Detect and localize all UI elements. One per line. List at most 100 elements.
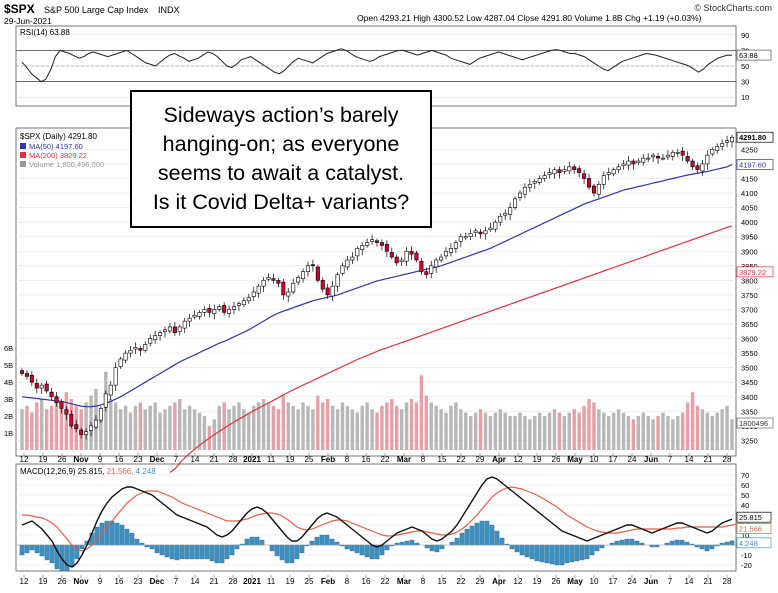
macd-hist-bar [489,524,495,546]
volume-bar [602,412,606,450]
macd-hist-bar [344,544,350,550]
volume-bar [424,395,429,450]
candle [517,189,522,201]
volume-bar [261,399,266,450]
exchange-label: INDX [158,5,180,15]
volume-tick-label: 6B [4,344,13,353]
candle [207,304,212,318]
volume-bar [587,399,591,450]
candle [340,262,345,276]
candle [616,163,621,173]
legend-entry: MA(200) 3829.22 [29,151,87,160]
macd-hist-bar [409,539,415,546]
volume-bar [123,405,128,450]
volume-bar [468,416,473,450]
volume-bar [656,416,660,450]
volume-bar [483,412,488,450]
candle [370,234,375,245]
price-tick-label: 3850 [741,262,758,271]
macd-hist-bar [634,540,640,546]
volume-bar [459,409,463,450]
x-tick-label: 12 [20,455,29,464]
volume-bar [720,409,724,450]
watermark: © StockCharts.com [694,3,772,13]
volume-bar [414,402,419,450]
candle [172,321,177,336]
volume-bar [533,416,537,450]
candle [458,233,463,248]
candle [79,427,84,439]
candle [690,158,695,171]
volume-bar [375,412,379,450]
volume-bar [192,409,197,450]
macd-hist-bar [329,538,335,546]
volume-bar [64,392,69,450]
volume-bar [488,416,493,450]
macd-hist-bar [249,536,255,546]
x-tick-label: 12 [20,577,29,586]
volume-bar [730,419,734,450]
candle [19,368,25,376]
macd-hist-bar [584,544,590,560]
macd-hist-bar [349,544,355,552]
volume-bar [434,405,438,450]
volume-bar [542,416,547,450]
volume-bar [252,405,256,450]
candle [394,254,399,267]
annotation-line-2: hanging-on; as everyone [162,132,400,156]
x-tick-label: 12 [514,455,523,464]
volume-bar [350,409,355,450]
candle [473,228,478,237]
price-tick-label: 3650 [741,320,758,329]
signal-last-badge: 21.566 [736,523,772,534]
macd-hist-bar [334,541,340,546]
volume-bar [247,412,251,450]
candle [680,147,685,162]
x-tick-label: 21 [210,577,219,586]
candle [596,181,601,199]
macd-tick-label: 50 [741,491,749,500]
candle [641,154,646,166]
x-tick-label: 19 [39,577,48,586]
x-tick-label: 26 [58,455,67,464]
candle [330,281,335,302]
candle [636,157,641,166]
volume-bar [44,409,49,450]
x-tick-label: Nov [73,577,89,586]
macd-hist-bar [109,520,115,546]
candle [118,356,123,369]
volume-bar [626,416,631,450]
x-tick-label: 17 [609,577,618,586]
candle [301,268,306,283]
macd-hist-bar [259,539,265,546]
macd-panel-frame [15,463,737,572]
macd-hist-bar [699,544,705,550]
x-tick-label: 21 [704,455,713,464]
x-tick-label: 19 [533,455,542,464]
volume-bar [715,412,719,450]
macd-hist-bar [404,540,410,546]
candle [483,226,488,240]
x-tick-label: 26 [552,577,561,586]
x-tick-label: 14 [685,577,694,586]
candle [108,381,113,400]
macd-title-hist: 4.248 [136,467,157,476]
x-tick-label: 15 [438,577,447,586]
x-tick-label: 28 [723,455,732,464]
x-tick-label: 7 [668,577,673,586]
macd-hist-bar [204,544,210,560]
volume-bar [503,412,507,450]
macd-hist-bar [34,544,40,554]
x-tick-label: 7 [174,455,179,464]
volume-bar [562,416,567,450]
macd-hist-bar [439,544,445,550]
volume-bar [429,402,433,450]
candle [148,334,153,347]
volume-bar [197,412,202,450]
volume-bar [296,409,300,450]
macd-hist-bar [114,522,120,546]
macd-hist-bar [199,544,205,560]
volume-bar [118,409,123,450]
price-last-badge: 4291.80 [736,131,774,143]
